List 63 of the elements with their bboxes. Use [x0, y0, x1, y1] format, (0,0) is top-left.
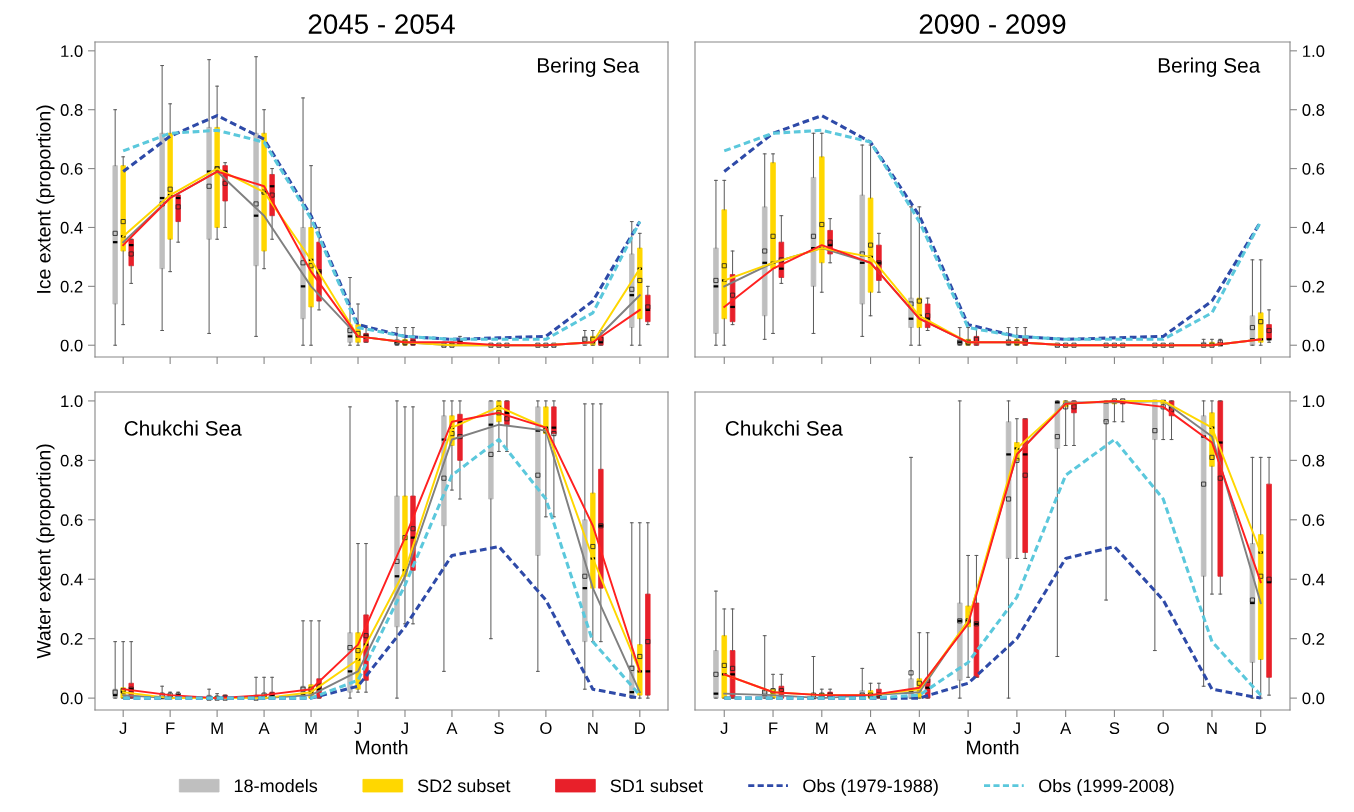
chart-title: 2045 - 2054 [308, 14, 455, 34]
x-tick-label: A [1060, 722, 1072, 734]
x-tick-label: J [1012, 722, 1020, 735]
x-tick-label: D [635, 722, 646, 734]
y-tick-label: 0.6 [60, 162, 83, 175]
x-tick-label: N [588, 722, 598, 734]
x-tick-label: J [119, 722, 127, 735]
x-tick-label: J [720, 722, 728, 735]
y-tick-label: 0.8 [60, 104, 83, 116]
y-tick-label: 0.0 [60, 339, 83, 352]
y-tick-label: 0.4 [1302, 221, 1325, 234]
y-tick-label: 0.4 [60, 573, 83, 586]
x-tick-label: F [166, 722, 175, 734]
y-tick-label: 0.2 [1302, 633, 1325, 645]
y-tick-label: 1.0 [1303, 45, 1325, 58]
y-tick-label: 0.2 [60, 280, 83, 293]
chart-title: 2090 - 2099 [919, 14, 1066, 34]
legend-label: SD1 subset [610, 778, 703, 793]
y-tick-label: 0.0 [1302, 692, 1325, 705]
annotation: Bering Sea [1158, 57, 1261, 77]
y-tick-label: 0.6 [1302, 514, 1325, 526]
x-tick-label: J [964, 722, 972, 735]
x-tick-label: F [769, 722, 778, 734]
annotation: Chukchi Sea [725, 420, 843, 436]
y-tick-label: 0.8 [60, 454, 83, 467]
y-tick-label: 0.4 [1302, 573, 1325, 586]
x-tick-label: A [258, 722, 270, 734]
y-tick-label: 0.4 [60, 221, 83, 234]
x-axis-title: Month [967, 740, 1019, 755]
legend-label: SD2 subset [417, 778, 511, 793]
x-tick-label: S [1109, 722, 1120, 735]
y-axis-title: Ice extent (proportion) [36, 105, 55, 293]
x-tick-label: A [446, 722, 458, 734]
legend-label: Obs (1979-1988) [803, 778, 938, 796]
y-tick-label: 1.0 [61, 45, 83, 58]
legend-label: 18-models [234, 778, 318, 793]
y-tick-label: 0.2 [60, 633, 83, 645]
x-tick-label: O [540, 722, 552, 735]
x-tick-label: A [865, 722, 877, 734]
y-axis-title: Water extent (proportion) [36, 444, 55, 659]
annotation: Chukchi Sea [124, 420, 242, 436]
y-tick-label: 0.6 [60, 514, 83, 526]
x-tick-label: N [1207, 722, 1217, 734]
x-tick-label: J [354, 722, 361, 735]
x-tick-label: M [913, 722, 925, 734]
x-tick-label: M [816, 722, 828, 734]
x-axis-title: Month [356, 740, 408, 755]
y-tick-label: 0.2 [1302, 280, 1325, 293]
y-tick-label: 0.0 [1302, 339, 1325, 352]
y-tick-label: 0.8 [1302, 104, 1325, 116]
y-tick-label: 1.0 [61, 395, 83, 408]
y-tick-label: 0.8 [1302, 454, 1325, 467]
annotation: Bering Sea [537, 57, 640, 77]
x-tick-label: D [1256, 722, 1266, 734]
y-tick-label: 0.6 [1302, 162, 1325, 175]
x-tick-label: J [401, 722, 408, 735]
y-tick-label: 1.0 [1303, 395, 1325, 408]
legend-label: Obs (1999-2008) [1039, 778, 1174, 796]
x-tick-label: M [211, 722, 223, 734]
y-tick-label: 0.0 [60, 692, 83, 705]
x-tick-label: S [494, 722, 504, 735]
x-tick-label: M [305, 722, 317, 734]
x-tick-label: O [1157, 722, 1169, 735]
